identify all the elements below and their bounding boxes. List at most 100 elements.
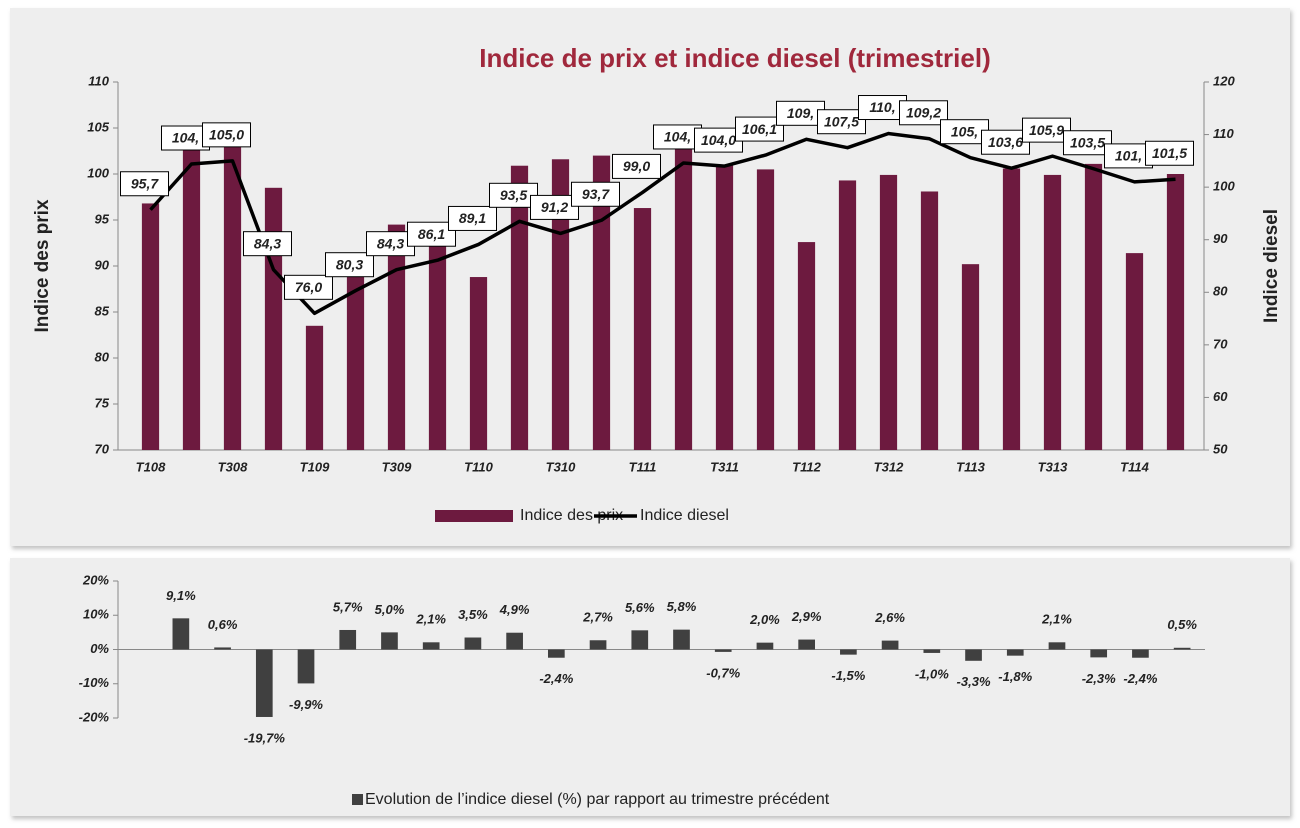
y-tick-label: 90 [95, 257, 110, 272]
data-label-box [571, 181, 620, 207]
x-tick-label: T309 [382, 459, 412, 474]
data-label: 2,9% [791, 609, 822, 624]
x-tick-label: T308 [218, 459, 248, 474]
data-label: 93,5 [500, 187, 527, 203]
bar [1173, 647, 1191, 650]
bar [305, 325, 324, 450]
bar [798, 639, 816, 650]
bar [714, 649, 732, 652]
bar [464, 637, 482, 650]
data-label-box [407, 221, 456, 247]
y-tick-label: 110 [88, 73, 109, 88]
data-label-box [284, 274, 333, 300]
data-label: 109,2 [906, 104, 941, 120]
data-label: -2,3% [1082, 671, 1116, 686]
bar [346, 275, 365, 450]
data-label-box [940, 119, 989, 145]
bar [182, 146, 201, 450]
data-label: 5,8% [667, 599, 697, 614]
y-tick-label: 10% [83, 607, 109, 622]
bar [1166, 174, 1185, 450]
data-label-box [243, 231, 292, 257]
bar [592, 155, 611, 450]
data-label-box [202, 122, 251, 148]
data-label: 5,0% [375, 602, 405, 617]
bar [1006, 649, 1024, 656]
y-axis-label: Indice des prix [32, 199, 53, 332]
x-tick-label: T108 [136, 459, 166, 474]
y2-tick-label: 120 [1213, 73, 1235, 88]
data-label: 103,6 [988, 134, 1023, 150]
bar [631, 630, 649, 650]
chart-title: Indice de prix et indice diesel (trimest… [479, 43, 991, 73]
bar [1125, 253, 1144, 450]
data-label-box [1063, 130, 1112, 156]
data-label: 105,0 [209, 127, 244, 143]
bar [965, 649, 982, 661]
bar [547, 649, 565, 658]
data-label: 106,1 [742, 121, 777, 137]
x-tick-label: T310 [546, 459, 576, 474]
x-tick-label: T112 [792, 459, 821, 474]
bar [1090, 649, 1108, 658]
data-label: -9,9% [289, 697, 323, 712]
x-tick-label: T110 [464, 459, 493, 474]
bar [1048, 642, 1066, 650]
data-label: 86,1 [418, 226, 445, 242]
data-label-box [448, 205, 497, 231]
bar [838, 180, 857, 450]
data-label: 5,6% [625, 600, 655, 615]
bar [633, 208, 652, 450]
data-label: -0,7% [706, 665, 740, 680]
data-label: 2,6% [874, 610, 905, 625]
y2-tick-label: 70 [1213, 336, 1228, 351]
bar [297, 649, 315, 684]
bar [923, 649, 941, 653]
data-label-box [612, 153, 661, 179]
data-label: -2,4% [1123, 671, 1157, 686]
data-label: 84,3 [254, 235, 281, 251]
data-label: 2,1% [415, 612, 446, 627]
data-label: -3,3% [957, 674, 991, 689]
data-label: 4,9% [499, 602, 530, 617]
data-label: 2,0% [749, 612, 780, 627]
data-label: 89,1 [459, 210, 486, 226]
legend-swatch [435, 510, 513, 522]
y-tick-label: 105 [87, 119, 109, 134]
panel [10, 558, 1290, 816]
y-tick-label: 80 [95, 349, 110, 364]
bar [255, 649, 273, 717]
bar [881, 640, 899, 650]
bar [422, 642, 440, 650]
x-tick-label: T312 [874, 459, 904, 474]
y-tick-label: 85 [95, 303, 110, 318]
data-label: 0,5% [1167, 617, 1197, 632]
bar [797, 242, 816, 450]
data-label-box [161, 125, 210, 151]
bar [589, 640, 607, 650]
data-label-box [817, 109, 866, 135]
legend-label: Indice des prix [520, 507, 623, 524]
x-tick-label: T113 [956, 459, 985, 474]
x-tick-label: T114 [1120, 459, 1149, 474]
bar [961, 264, 980, 450]
bar [339, 629, 357, 650]
y2-tick-label: 100 [1213, 179, 1235, 194]
data-label: 104, [172, 130, 199, 146]
x-tick-label: T311 [710, 459, 739, 474]
data-label: 80,3 [336, 256, 363, 272]
data-label-box [1104, 143, 1153, 169]
data-label-box [530, 194, 579, 220]
bar [381, 632, 398, 650]
data-label-box [1022, 117, 1071, 143]
y2-tick-label: 60 [1213, 389, 1228, 404]
data-label-box [653, 124, 702, 150]
bar [506, 632, 523, 650]
y2-tick-label: 90 [1213, 231, 1228, 246]
bar [756, 642, 774, 650]
bar [1002, 168, 1021, 451]
bar [840, 649, 857, 655]
data-label-box [325, 252, 374, 278]
data-label: 9,1% [166, 588, 196, 603]
